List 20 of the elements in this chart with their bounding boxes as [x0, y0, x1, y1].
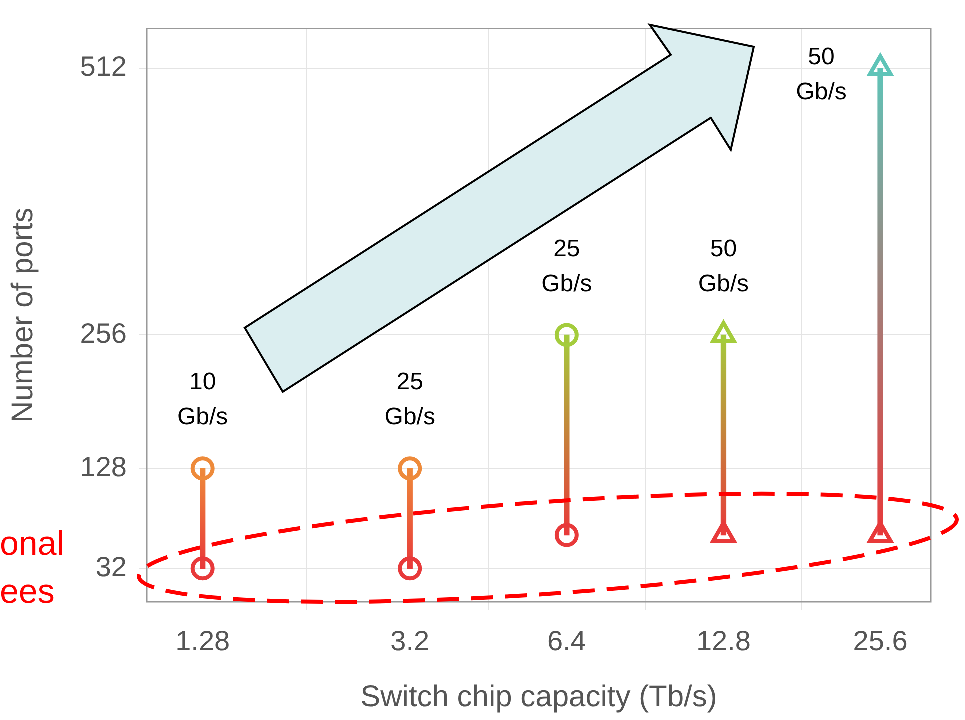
annotation: 50 Gb/s [796, 44, 847, 106]
y-tick-label: 128 [80, 451, 127, 482]
annotation: 50 Gb/s [698, 235, 750, 298]
annotation: 25 Gb/s [542, 235, 592, 298]
x-tick-label: 1.28 [176, 626, 230, 657]
x-axis-title: Switch chip capacity (Tb/s) [360, 680, 718, 714]
y-tick-label: 32 [96, 551, 127, 582]
bar [878, 68, 884, 536]
annotation: 25 Gb/s [384, 368, 436, 431]
y-tick-label: 256 [80, 318, 127, 349]
x-tick-label: 12.8 [696, 626, 751, 657]
y-tick-label: 512 [80, 51, 127, 82]
x-tick-label: 6.4 [547, 626, 586, 657]
x-tick-label: 3.2 [390, 626, 430, 657]
x-tick-label: 25.6 [853, 626, 908, 657]
bar [564, 334, 570, 536]
text: ees [0, 573, 55, 611]
y-axis-title: Number of ports [6, 208, 40, 423]
annotation: 10 Gb/s [178, 368, 228, 431]
text: onal [0, 525, 64, 563]
